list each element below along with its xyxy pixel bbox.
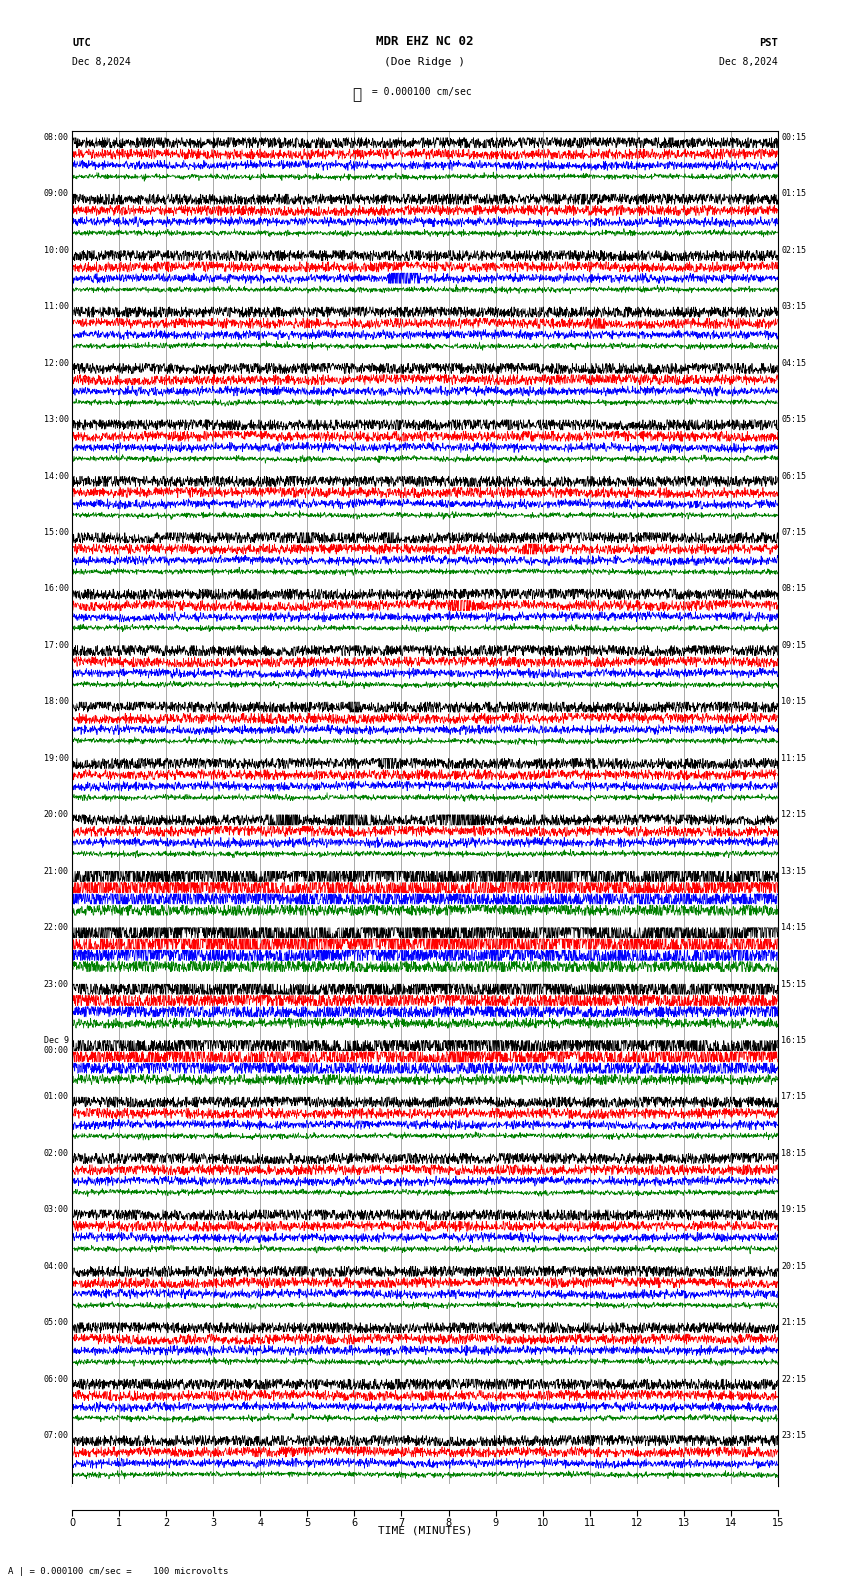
Text: 17:00: 17:00 [44,642,69,649]
Text: 22:15: 22:15 [781,1375,806,1383]
Text: 06:15: 06:15 [781,472,806,480]
Text: 12:15: 12:15 [781,809,806,819]
Text: 02:15: 02:15 [781,246,806,255]
Text: 20:00: 20:00 [44,809,69,819]
Text: 23:00: 23:00 [44,979,69,988]
Text: 18:00: 18:00 [44,697,69,706]
Text: 01:15: 01:15 [781,190,806,198]
Text: Dec 8,2024: Dec 8,2024 [72,57,131,67]
Text: 03:15: 03:15 [781,303,806,312]
Text: 05:15: 05:15 [781,415,806,425]
Text: 07:15: 07:15 [781,527,806,537]
Text: 15:15: 15:15 [781,979,806,988]
Text: UTC: UTC [72,38,91,48]
Text: (Doe Ridge ): (Doe Ridge ) [384,57,466,67]
Text: 21:15: 21:15 [781,1318,806,1327]
Text: 18:15: 18:15 [781,1148,806,1158]
Text: 02:00: 02:00 [44,1148,69,1158]
Text: TIME (MINUTES): TIME (MINUTES) [377,1525,473,1535]
Text: 16:00: 16:00 [44,584,69,594]
Text: A | = 0.000100 cm/sec =    100 microvolts: A | = 0.000100 cm/sec = 100 microvolts [8,1567,229,1576]
Text: 13:00: 13:00 [44,415,69,425]
Text: 06:00: 06:00 [44,1375,69,1383]
Text: 08:00: 08:00 [44,133,69,143]
Text: 11:00: 11:00 [44,303,69,312]
Text: 01:00: 01:00 [44,1093,69,1101]
Text: MDR EHZ NC 02: MDR EHZ NC 02 [377,35,473,48]
Text: 07:00: 07:00 [44,1430,69,1440]
Text: 16:15: 16:15 [781,1036,806,1045]
Text: 13:15: 13:15 [781,866,806,876]
Text: 04:00: 04:00 [44,1261,69,1270]
Text: 19:00: 19:00 [44,754,69,763]
Text: 03:00: 03:00 [44,1205,69,1215]
Text: 14:15: 14:15 [781,923,806,931]
Text: 22:00: 22:00 [44,923,69,931]
Text: 10:00: 10:00 [44,246,69,255]
Text: Dec 9
00:00: Dec 9 00:00 [44,1036,69,1055]
Text: Dec 8,2024: Dec 8,2024 [719,57,778,67]
Text: 09:00: 09:00 [44,190,69,198]
Text: 05:00: 05:00 [44,1318,69,1327]
Text: 14:00: 14:00 [44,472,69,480]
Text: 21:00: 21:00 [44,866,69,876]
Text: 19:15: 19:15 [781,1205,806,1215]
Text: 09:15: 09:15 [781,642,806,649]
Text: 23:15: 23:15 [781,1430,806,1440]
Text: 12:00: 12:00 [44,358,69,367]
Text: ⎴: ⎴ [352,87,361,101]
Text: 17:15: 17:15 [781,1093,806,1101]
Text: 11:15: 11:15 [781,754,806,763]
Text: 10:15: 10:15 [781,697,806,706]
Text: PST: PST [759,38,778,48]
Text: 00:15: 00:15 [781,133,806,143]
Text: 04:15: 04:15 [781,358,806,367]
Text: 20:15: 20:15 [781,1261,806,1270]
Text: = 0.000100 cm/sec: = 0.000100 cm/sec [366,87,471,97]
Text: 15:00: 15:00 [44,527,69,537]
Text: 08:15: 08:15 [781,584,806,594]
